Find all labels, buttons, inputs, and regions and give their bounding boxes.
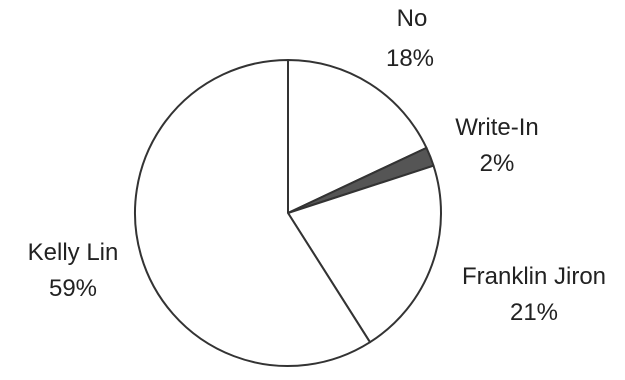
pie-slice-kelly-lin — [134, 59, 371, 367]
slice-value-franklin-jiron: 21% — [510, 299, 558, 326]
slice-value-write-in: 2% — [480, 150, 515, 177]
pie-slices — [134, 59, 442, 367]
slice-label-no: No — [397, 5, 428, 32]
slice-value-kelly-lin: 59% — [49, 275, 97, 302]
pie-slice-franklin-jiron — [287, 164, 442, 344]
slice-label-kelly-lin: Kelly Lin — [28, 239, 119, 266]
slice-label-franklin-jiron: Franklin Jiron — [462, 263, 606, 290]
pie-slice-no — [287, 59, 428, 214]
pie-labels: No 18% Write-In 2% Franklin Jiron 21% Ke… — [28, 5, 606, 326]
slice-label-write-in: Write-In — [455, 114, 539, 141]
slice-value-no: 18% — [386, 45, 434, 72]
